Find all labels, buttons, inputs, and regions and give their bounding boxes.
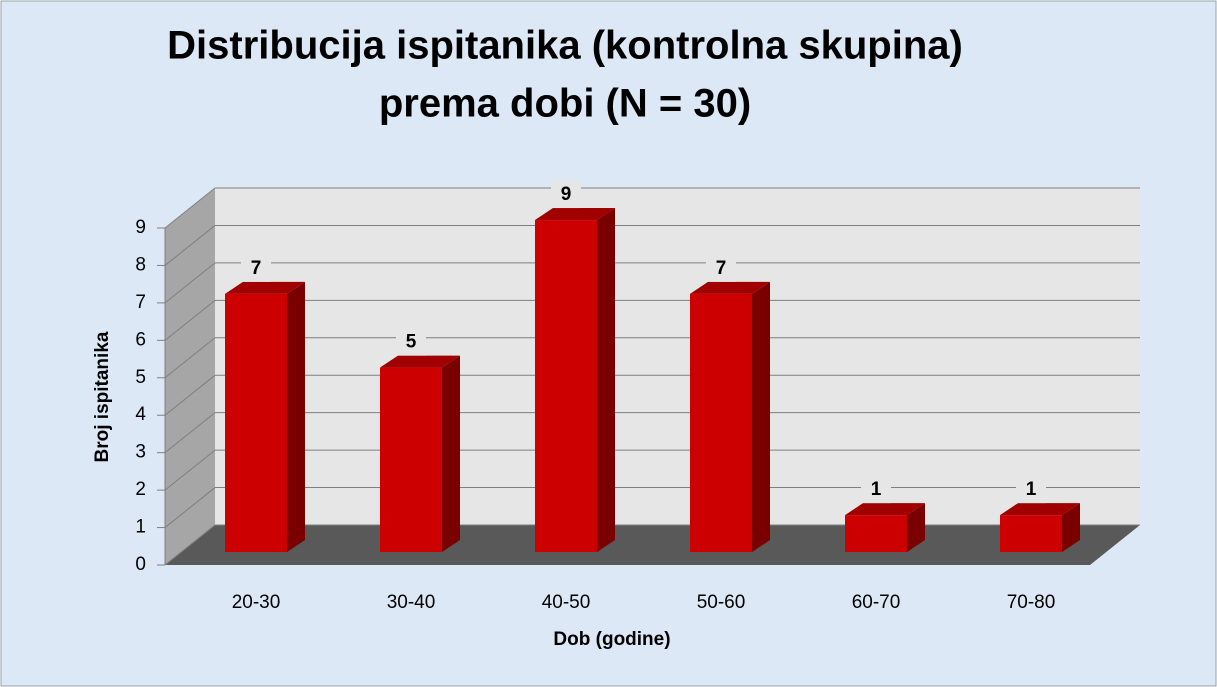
grid-line (164, 449, 216, 491)
y-tick-label: 1 (135, 517, 146, 538)
bar-top (225, 281, 305, 294)
data-label: 9 (561, 184, 572, 205)
bar-side (907, 503, 925, 552)
bar (1000, 515, 1062, 552)
y-tick-label: 9 (135, 217, 146, 238)
bar (690, 293, 752, 552)
bar-side (442, 355, 460, 552)
grid-line (164, 299, 216, 341)
bar (225, 293, 287, 552)
back-wall (215, 188, 1140, 525)
bar-top (535, 208, 615, 221)
data-label: 5 (406, 332, 417, 353)
floor (165, 525, 1140, 565)
data-label-box (706, 253, 736, 282)
bar-top (845, 503, 925, 516)
y-tick-label: 6 (135, 329, 146, 350)
data-label: 1 (1026, 479, 1037, 500)
bar (845, 515, 907, 552)
data-label: 1 (871, 479, 882, 500)
y-tick-label: 3 (135, 442, 146, 463)
y-tick-label: 8 (135, 254, 146, 275)
bar (535, 220, 597, 552)
grid-line (164, 374, 216, 416)
bar-side (752, 281, 770, 552)
data-label-box (551, 180, 581, 209)
data-label: 7 (716, 258, 727, 279)
bar-side (287, 281, 305, 552)
bar-side (1062, 503, 1080, 552)
chart-title: prema dobi (N = 30) (379, 82, 751, 126)
x-tick-label: 60-70 (852, 592, 901, 613)
grid-line (164, 225, 216, 266)
data-label-box (861, 475, 891, 504)
bar-top (690, 281, 770, 294)
grid-line (164, 487, 216, 528)
x-tick-label: 70-80 (1007, 592, 1056, 613)
y-tick-label: 2 (135, 479, 146, 500)
x-tick-label: 50-60 (697, 592, 746, 613)
grid-line (164, 187, 216, 229)
data-label-box (396, 327, 426, 356)
data-label-box (241, 253, 271, 282)
y-tick-label: 0 (135, 554, 146, 575)
y-tick-label: 5 (135, 367, 146, 388)
grid-line (164, 337, 216, 379)
grid-line (164, 412, 216, 454)
y-tick-label: 7 (135, 292, 146, 313)
bar (380, 367, 442, 552)
bar-top (380, 355, 460, 368)
bar-top (1000, 503, 1080, 516)
data-label-box (1016, 475, 1046, 504)
x-tick-label: 30-40 (387, 592, 436, 613)
bar-side (597, 208, 615, 552)
grid-line (164, 524, 216, 566)
chart-title: Distribucija ispitanika (kontrolna skupi… (167, 24, 963, 68)
data-label: 7 (251, 258, 262, 279)
x-tick-label: 20-30 (232, 592, 281, 613)
x-axis-label: Dob (godine) (553, 629, 670, 650)
side-wall (165, 188, 215, 565)
y-axis-label: Broj ispitanika (92, 331, 113, 462)
x-tick-label: 40-50 (542, 592, 591, 613)
y-tick-label: 4 (135, 404, 146, 425)
grid-line (164, 262, 216, 304)
